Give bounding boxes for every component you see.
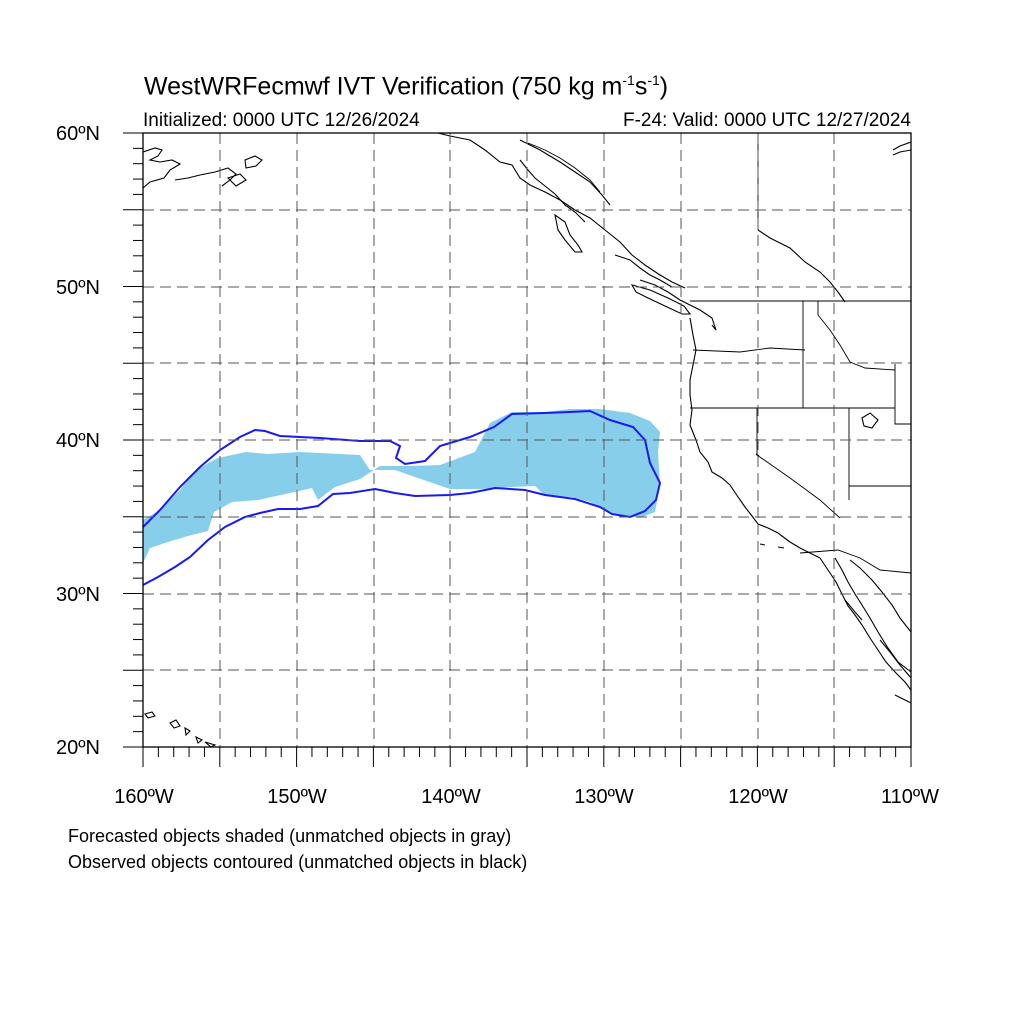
lon-label-110w: 110ºW [880, 786, 940, 808]
initialized-time: Initialized: 0000 UTC 12/26/2024 [143, 110, 420, 131]
lon-label-150w: 150ºW [267, 786, 327, 808]
coastlines [143, 133, 911, 747]
lon-label-140w: 140ºW [421, 786, 481, 808]
graticule [143, 133, 911, 747]
lon-label-120w: 120ºW [728, 786, 788, 808]
lon-label-130w: 130ºW [574, 786, 634, 808]
observed-contour [143, 409, 662, 586]
lat-label-40: 40ºN [56, 430, 100, 452]
lon-label-160w: 160ºW [114, 786, 174, 808]
page-title: WestWRFecmwf IVT Verification (750 kg m-… [144, 72, 669, 101]
legend-forecast-note: Forecasted objects shaded (unmatched obj… [68, 826, 512, 846]
lat-label-50: 50ºN [56, 277, 100, 299]
lat-label-60: 60ºN [56, 123, 100, 145]
political-boundaries [527, 133, 911, 574]
forecast-object [143, 409, 660, 563]
lat-label-30: 30ºN [56, 584, 100, 606]
valid-time: F-24: Valid: 0000 UTC 12/27/2024 [623, 110, 911, 131]
lat-label-20: 20ºN [56, 737, 100, 759]
legend-observed-note: Observed objects contoured (unmatched ob… [68, 852, 528, 872]
axis-ticks [123, 132, 912, 767]
